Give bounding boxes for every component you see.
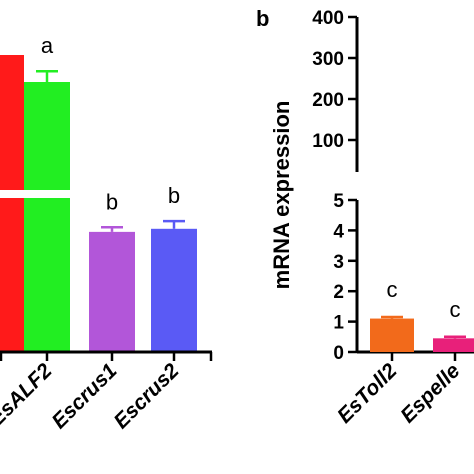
y-tick-label-lower-2: 2 [333,282,344,303]
category-label-4: Escrus2 [109,359,183,433]
bar-1-upper [0,55,24,190]
y-tick-label-lower-3: 3 [333,252,344,273]
y-tick-label-upper-300: 300 [312,49,344,70]
y-tick-label-lower-1: 1 [333,313,344,334]
panel-label-b: b [256,6,269,31]
bar-2-upper [24,82,70,190]
significance-label-4: b [168,183,180,208]
category-label-right-2: Espelle [396,359,464,427]
significance-label-3: b [106,189,118,214]
significance-label-right-2: c [450,297,461,322]
y-tick-label-lower-5: 5 [333,191,344,212]
bar-4 [151,228,197,352]
category-label-right-1: EsToll2 [333,359,402,428]
category-label-2: EsALF2 [0,359,57,431]
y-tick-label-upper-400: 400 [312,8,344,29]
y-tick-label-upper-100: 100 [312,131,344,152]
y-tick-label-lower-0: 0 [333,343,344,364]
bar-right-2 [433,338,474,352]
bar-3 [89,231,135,352]
significance-label-right-1: c [387,277,398,302]
significance-label-2: a [41,33,54,58]
y-axis-label: mRNA expression [269,101,294,290]
y-tick-label-upper-200: 200 [312,90,344,111]
bar-2-lower [24,198,70,352]
category-label-3: Escrus1 [47,359,121,433]
bar-1-lower [0,198,24,352]
right-panel: b mRNA expression 100 200 300 400 0 1 2 3 4 5 c c Es… [256,6,474,428]
y-tick-label-lower-4: 4 [333,221,344,242]
bar-right-1 [370,318,414,352]
